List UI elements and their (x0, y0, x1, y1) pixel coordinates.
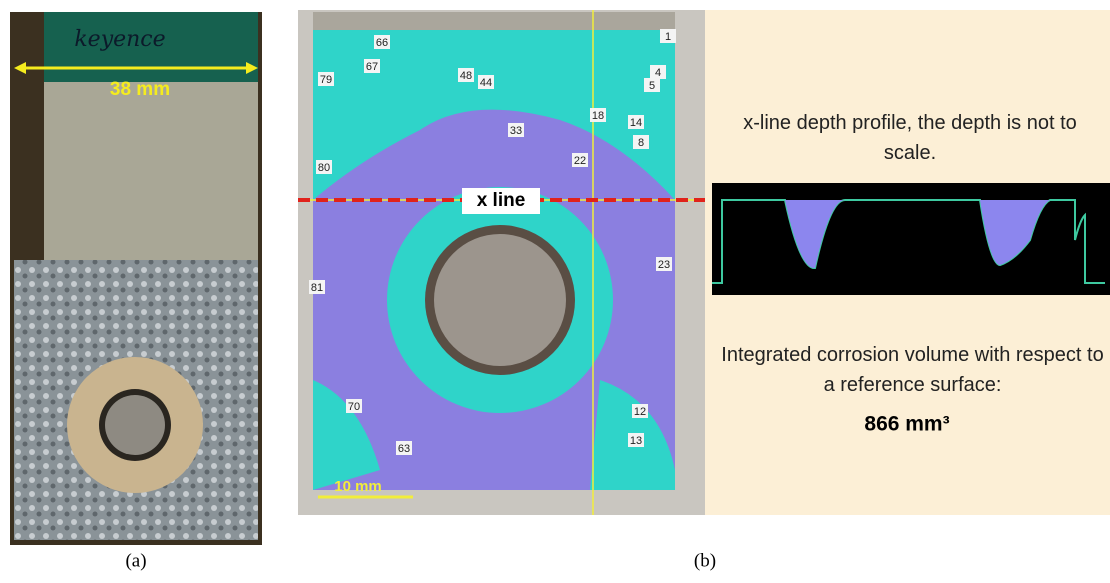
info-panel (705, 10, 1110, 515)
page: {"panel_a": {"tape_text": "keyence", "wi… (0, 0, 1110, 578)
marker-label: 4 (655, 67, 661, 79)
marker-label: 14 (630, 117, 642, 129)
marker-label: 18 (592, 110, 604, 122)
marker-label: 67 (366, 61, 378, 73)
marker-label: 80 (318, 162, 330, 174)
marker-label: 8 (638, 137, 644, 149)
width-label: 38 mm (110, 79, 170, 100)
x-line-label: x line (477, 190, 526, 211)
marker-label: 63 (398, 443, 410, 455)
volume-box: Integrated corrosion volume with respect… (720, 340, 1105, 410)
marker-label: 5 (649, 80, 655, 92)
marker-label: 70 (348, 401, 360, 413)
profile-box: x-line depth profile, the depth is not t… (720, 108, 1100, 178)
marker-label: 12 (634, 406, 646, 418)
volume-value: 866 mm³ (864, 413, 949, 436)
marker-label: 81 (311, 282, 323, 294)
marker-label: 23 (658, 259, 670, 271)
profile-title: x-line depth profile, the depth is not t… (720, 108, 1100, 168)
figure: keyence 38 mm (a) x line 10 mm 666779484… (0, 0, 1110, 578)
tape-text: keyence (74, 27, 165, 52)
scale-label: 10 mm (334, 478, 382, 495)
marker-label: 48 (460, 70, 472, 82)
marker-label: 22 (574, 155, 586, 167)
marker-label: 33 (510, 125, 522, 137)
volume-text: Integrated corrosion volume with respect… (720, 340, 1105, 400)
caption-a: (a) (125, 550, 146, 571)
marker-label: 1 (665, 31, 671, 43)
marker-label: 79 (320, 74, 332, 86)
caption-b: (b) (694, 550, 716, 571)
marker-label: 44 (480, 77, 492, 89)
marker-label: 13 (630, 435, 642, 447)
marker-label: 66 (376, 37, 388, 49)
